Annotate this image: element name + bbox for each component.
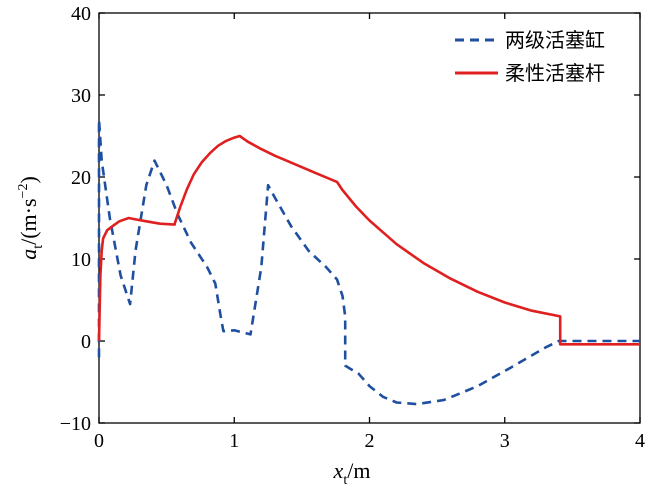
x-tick-label: 4 <box>635 430 645 452</box>
y-tick-label: −10 <box>60 413 91 435</box>
y-tick-label: 40 <box>71 3 91 25</box>
legend-label-series-1: 两级活塞缸 <box>505 28 605 52</box>
y-axis-label: at/(m·s−2) <box>16 176 46 260</box>
x-tick-label: 1 <box>229 430 239 452</box>
y-tick-label: 10 <box>71 249 91 271</box>
series-line-2 <box>97 134 640 346</box>
x-tick-label: 3 <box>500 430 510 452</box>
series-line-1 <box>97 118 640 406</box>
y-tick-label: 30 <box>71 85 91 107</box>
x-tick-label: 2 <box>365 430 375 452</box>
series-lines <box>97 118 640 406</box>
legend: 两级活塞缸 柔性活塞杆 <box>455 28 605 85</box>
y-tick-label: 0 <box>81 331 91 353</box>
legend-label-series-2: 柔性活塞杆 <box>505 61 605 85</box>
x-axis-label: xt/m <box>333 458 371 488</box>
x-tick-label: 0 <box>94 430 104 452</box>
y-tick-label: 20 <box>71 167 91 189</box>
